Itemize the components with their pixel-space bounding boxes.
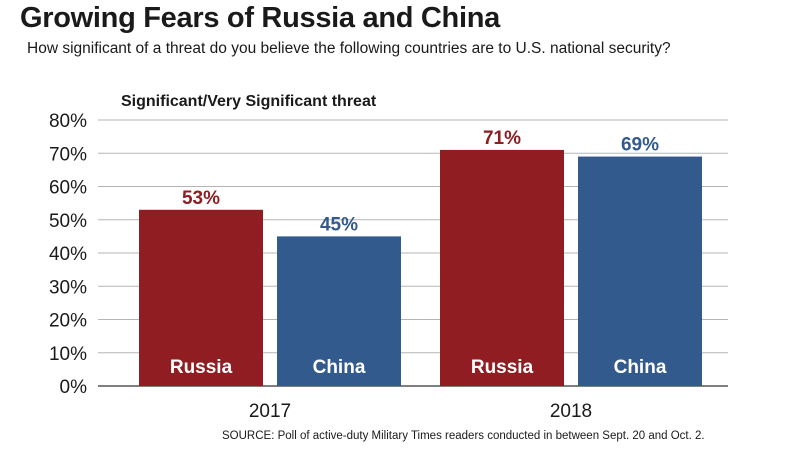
y-tick-label: 10% bbox=[49, 344, 87, 365]
y-tick-label: 70% bbox=[49, 144, 87, 165]
y-tick-label: 80% bbox=[49, 111, 87, 132]
bars: 53% Russia 45% China 71% Russia 69% China bbox=[139, 128, 702, 386]
chart-title: Growing Fears of Russia and China bbox=[20, 2, 500, 34]
chart-subtitle: How significant of a threat do you belie… bbox=[27, 40, 671, 57]
y-tick-label: 50% bbox=[49, 211, 87, 232]
bar-china-2017 bbox=[277, 236, 401, 386]
bar-russia-2017 bbox=[139, 209, 263, 386]
y-tick-label: 60% bbox=[49, 178, 87, 199]
x-tick-label: 2018 bbox=[550, 401, 592, 422]
bar-russia-2018 bbox=[440, 149, 564, 386]
y-tick-label: 30% bbox=[49, 277, 87, 298]
y-tick-label: 20% bbox=[49, 311, 87, 332]
bar-series-label: China bbox=[313, 357, 366, 378]
y-tick-labels: 0% 10% 20% 30% 40% 50% 60% 70% 80% bbox=[49, 111, 87, 398]
x-tick-labels: 2017 2018 bbox=[249, 401, 592, 422]
y-axis-label: Significant/Very Significant threat bbox=[121, 93, 377, 110]
source-note: SOURCE: Poll of active-duty Military Tim… bbox=[222, 430, 705, 442]
x-tick-label: 2017 bbox=[249, 401, 291, 422]
bar-chart: Significant/Very Significant threat 0% 10… bbox=[49, 93, 728, 422]
y-tick-label: 40% bbox=[49, 244, 87, 265]
data-label: 69% bbox=[621, 135, 659, 156]
bar-series-label: China bbox=[614, 357, 667, 378]
bar-series-label: Russia bbox=[170, 357, 233, 378]
y-tick-label: 0% bbox=[60, 377, 88, 398]
data-label: 45% bbox=[320, 214, 358, 235]
bar-series-label: Russia bbox=[471, 357, 534, 378]
bar-china-2018 bbox=[578, 156, 702, 386]
data-label: 53% bbox=[182, 188, 220, 209]
data-label: 71% bbox=[483, 128, 521, 149]
